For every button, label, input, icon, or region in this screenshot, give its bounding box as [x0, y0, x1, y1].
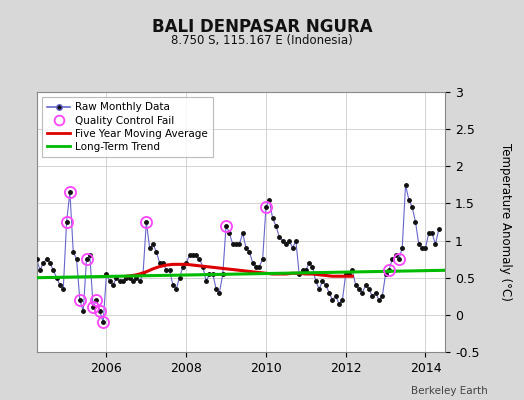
Text: BALI DENPASAR NGURA: BALI DENPASAR NGURA [151, 18, 373, 36]
Text: 8.750 S, 115.167 E (Indonesia): 8.750 S, 115.167 E (Indonesia) [171, 34, 353, 47]
Legend: Raw Monthly Data, Quality Control Fail, Five Year Moving Average, Long-Term Tren: Raw Monthly Data, Quality Control Fail, … [42, 97, 213, 157]
Y-axis label: Temperature Anomaly (°C): Temperature Anomaly (°C) [499, 143, 512, 301]
Text: Berkeley Earth: Berkeley Earth [411, 386, 487, 396]
